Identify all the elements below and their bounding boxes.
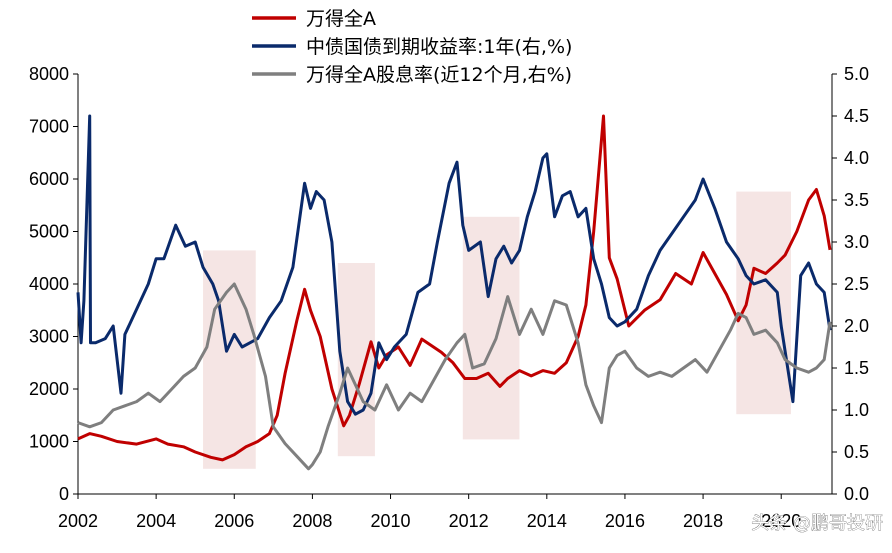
watermark-text: 头条 @鹏哥投研 — [751, 513, 883, 534]
shaded-periods — [203, 191, 791, 469]
right-tick-label: 4.5 — [844, 106, 869, 126]
shaded-period — [462, 216, 520, 440]
series-line-3 — [77, 282, 832, 471]
right-tick-label: 1.5 — [844, 358, 869, 378]
legend-label-2: 中债国债到期收益率:1年(右,%) — [306, 36, 572, 58]
x-tick-label: 2014 — [527, 511, 567, 531]
right-tick-label: 0.0 — [844, 484, 869, 504]
x-axis-ticks: 2002 2004 2006 2008 2010 2012 2014 2016 2018 2020 — [58, 494, 801, 531]
left-tick-label: 2000 — [29, 379, 69, 399]
series-lines — [76, 114, 832, 471]
legend: 万得全A 中债国债到期收益率:1年(右,%) 万得全A股息率(近12个月,右%) — [252, 8, 572, 86]
x-tick-label: 2006 — [214, 511, 254, 531]
legend-label-3: 万得全A股息率(近12个月,右%) — [306, 64, 572, 86]
right-tick-label: 5.0 — [844, 64, 869, 84]
right-tick-label: 3.0 — [844, 232, 869, 252]
x-tick-label: 2016 — [605, 511, 645, 531]
x-tick-label: 2002 — [58, 511, 98, 531]
left-axis-ticks: 0 1000 2000 3000 4000 5000 6000 7000 8000 — [29, 64, 78, 504]
x-tick-label: 2012 — [449, 511, 489, 531]
series-line-1 — [77, 114, 832, 462]
left-tick-label: 1000 — [29, 432, 69, 452]
left-tick-label: 7000 — [29, 117, 69, 137]
left-tick-label: 0 — [59, 484, 69, 504]
axes — [77, 74, 833, 495]
legend-label-1: 万得全A — [306, 8, 376, 30]
x-tick-label: 2010 — [371, 511, 411, 531]
right-tick-label: 0.5 — [844, 442, 869, 462]
left-tick-label: 5000 — [29, 222, 69, 242]
shaded-period — [203, 250, 256, 469]
right-tick-label: 4.0 — [844, 148, 869, 168]
right-tick-label: 3.5 — [844, 190, 869, 210]
right-tick-label: 2.0 — [844, 316, 869, 336]
left-tick-label: 4000 — [29, 274, 69, 294]
left-tick-label: 3000 — [29, 327, 69, 347]
left-tick-label: 8000 — [29, 64, 69, 84]
right-tick-label: 1.0 — [844, 400, 869, 420]
shaded-period — [736, 191, 791, 415]
series-line-2 — [76, 114, 832, 416]
right-tick-label: 2.5 — [844, 274, 869, 294]
x-tick-label: 2004 — [136, 511, 176, 531]
x-tick-label: 2008 — [292, 511, 332, 531]
x-tick-label: 2018 — [683, 511, 723, 531]
left-tick-label: 6000 — [29, 169, 69, 189]
x-tick-label: 2020 — [761, 511, 801, 531]
right-axis-ticks: 0.0 0.5 1.0 1.5 2.0 2.5 3.0 3.5 4.0 4.5 5.0 — [832, 64, 869, 504]
